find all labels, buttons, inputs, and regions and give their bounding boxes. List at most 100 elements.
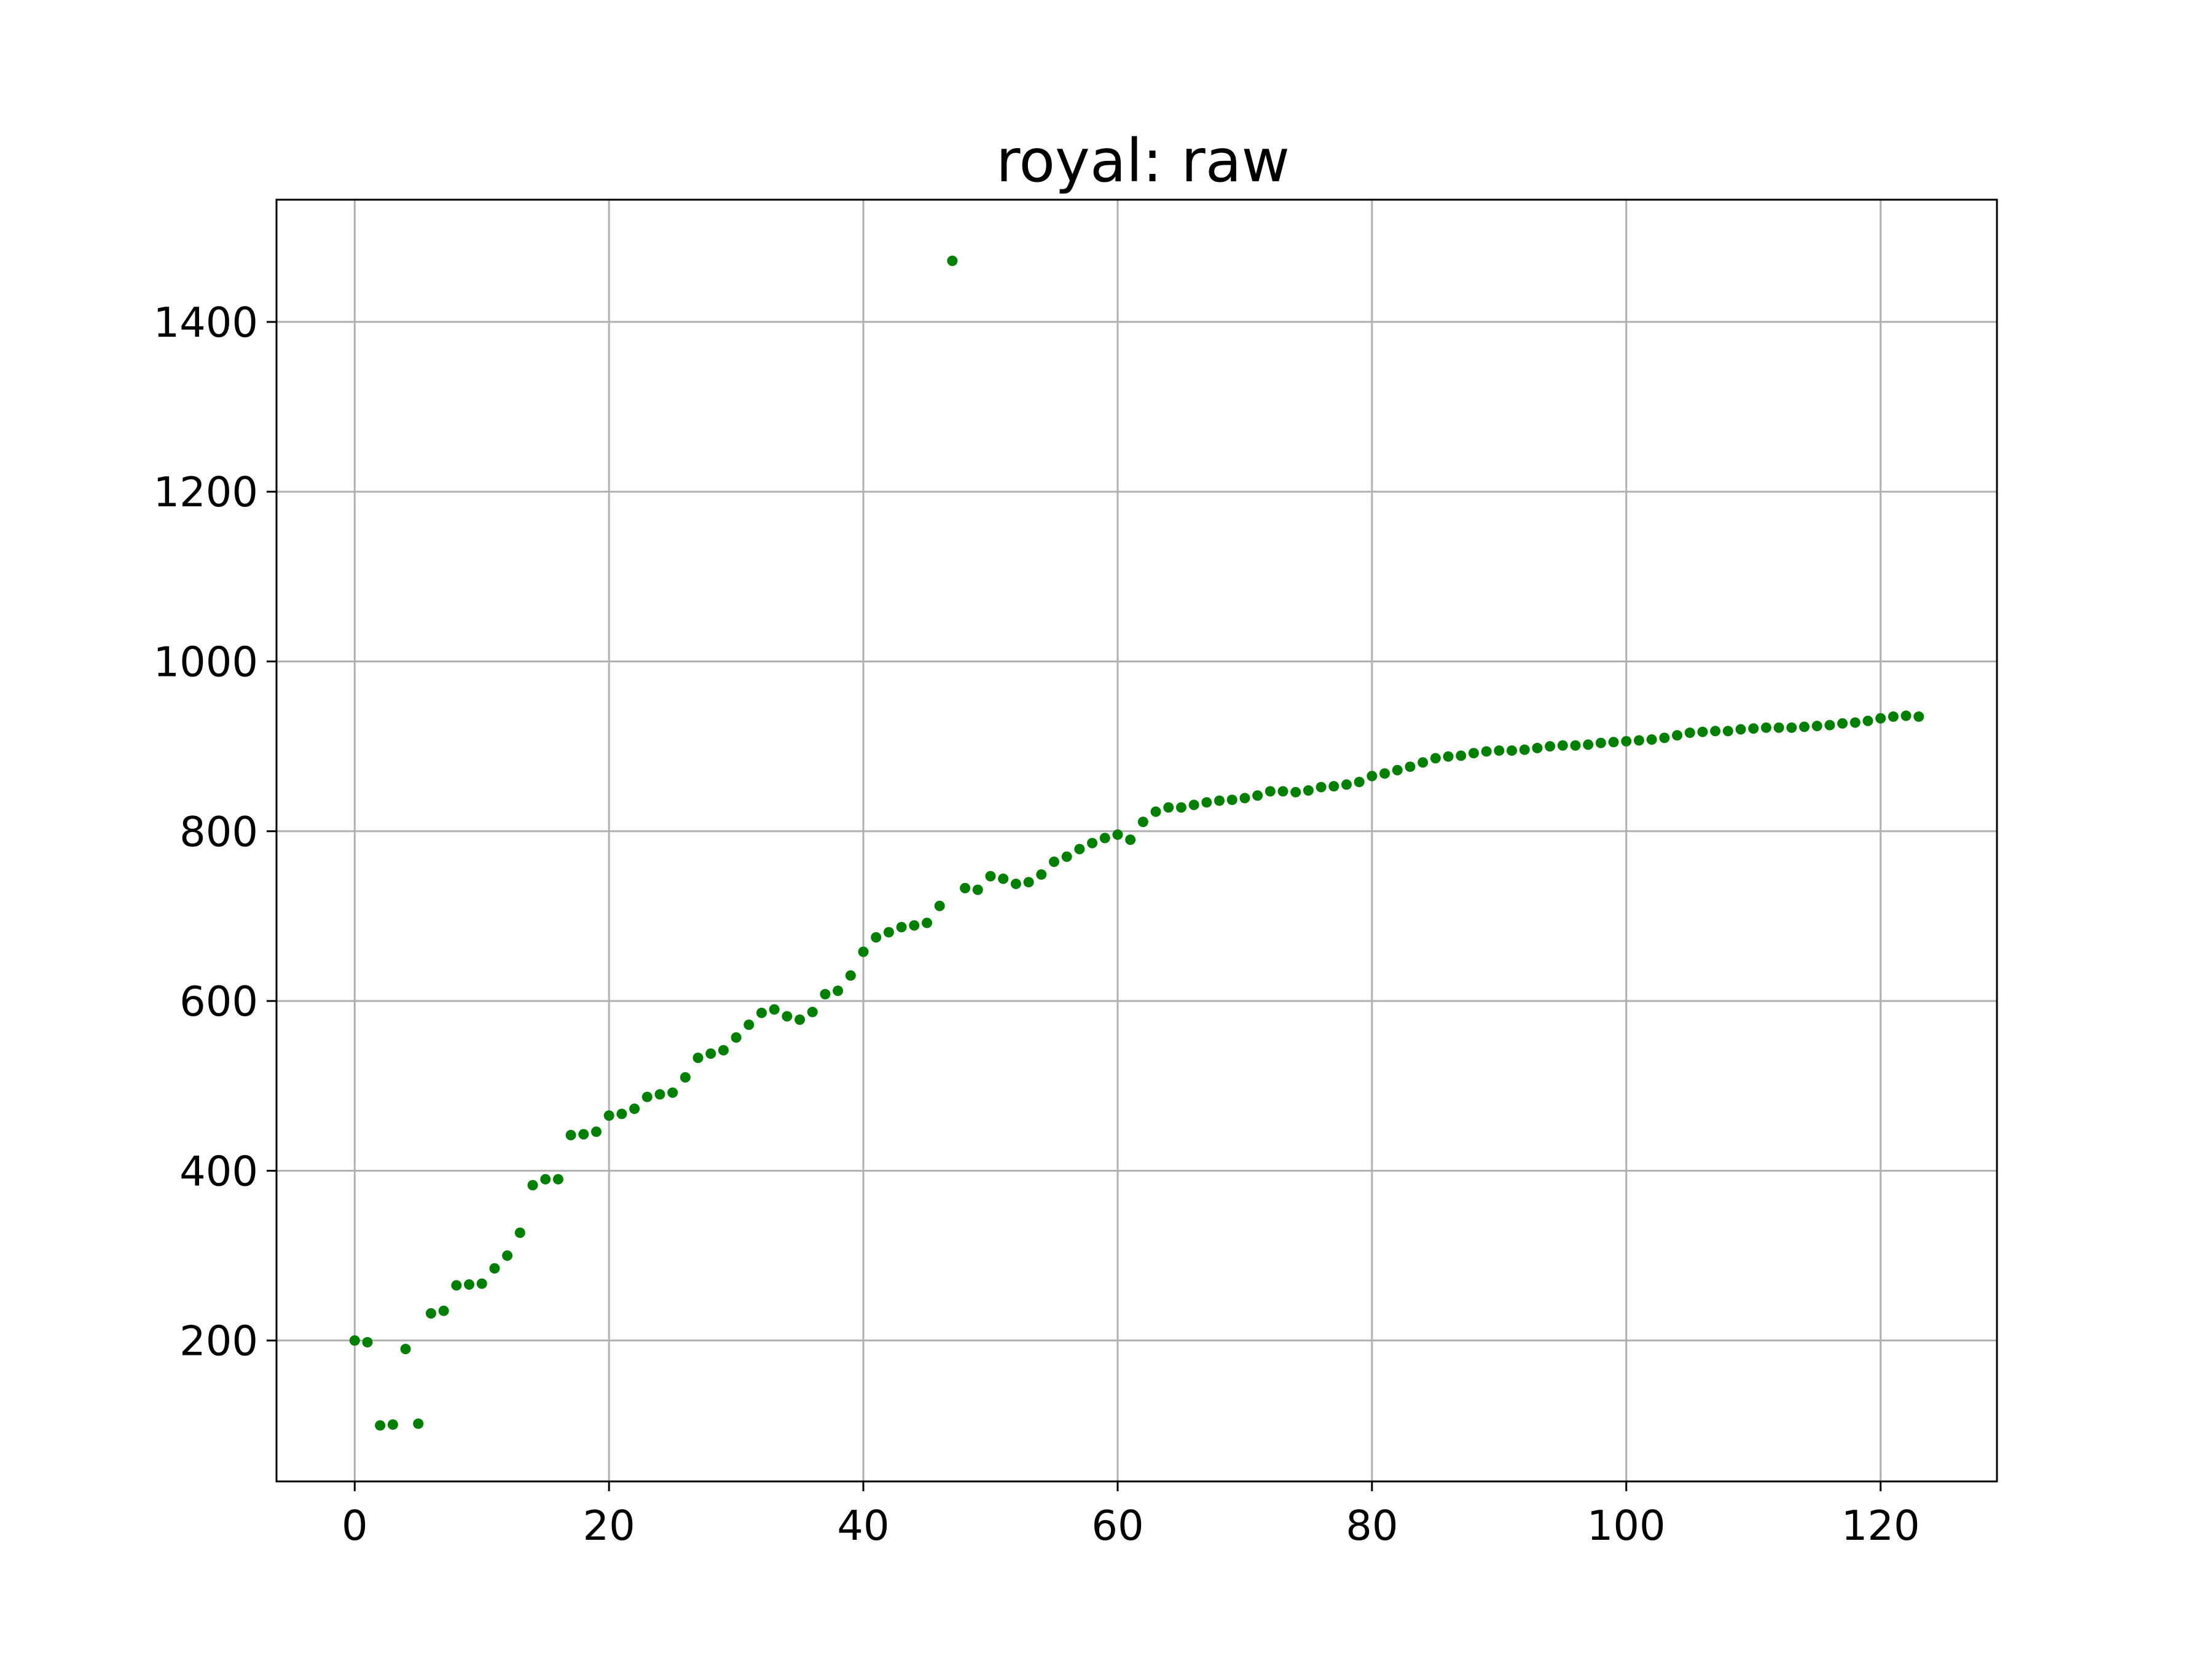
data-point <box>1900 710 1912 721</box>
data-point <box>1735 724 1746 735</box>
data-point <box>769 1004 780 1015</box>
data-point <box>629 1104 640 1115</box>
data-point <box>1557 740 1568 751</box>
data-point <box>413 1418 424 1429</box>
x-tick-label: 60 <box>1091 1502 1143 1550</box>
data-point <box>1087 837 1098 849</box>
data-point <box>1367 771 1378 782</box>
y-tick-label: 1400 <box>153 299 258 347</box>
data-point <box>1010 878 1021 889</box>
data-point <box>1595 737 1606 748</box>
data-point <box>540 1174 551 1185</box>
data-point <box>1328 781 1339 792</box>
data-point <box>1494 745 1505 756</box>
data-point <box>985 871 996 882</box>
data-point <box>1710 726 1721 737</box>
data-point <box>451 1280 462 1291</box>
data-point <box>565 1129 576 1140</box>
data-point <box>362 1336 373 1347</box>
data-point <box>1837 718 1848 729</box>
data-points <box>349 255 1924 1431</box>
data-point <box>1316 782 1327 793</box>
data-point <box>731 1032 742 1043</box>
data-point <box>909 920 920 931</box>
data-point <box>464 1279 475 1290</box>
data-point <box>667 1087 678 1098</box>
data-point <box>1672 730 1683 741</box>
y-tick-label: 400 <box>179 1147 258 1195</box>
grid <box>276 200 1997 1481</box>
data-point <box>1913 711 1924 722</box>
data-point <box>1214 795 1225 806</box>
data-point <box>425 1308 436 1319</box>
data-point <box>1443 751 1454 762</box>
data-point <box>616 1108 627 1120</box>
data-point <box>1265 786 1276 797</box>
data-point <box>375 1420 386 1431</box>
data-point <box>1277 786 1288 797</box>
y-tick-label: 600 <box>179 978 258 1026</box>
data-point <box>1748 723 1759 734</box>
data-point <box>1773 722 1784 733</box>
data-point <box>1786 722 1797 733</box>
data-point <box>934 900 945 911</box>
data-point <box>1862 715 1873 726</box>
data-point <box>1150 806 1161 817</box>
data-point <box>502 1250 513 1261</box>
data-point <box>1456 750 1467 761</box>
data-point <box>1341 779 1352 790</box>
x-tick-label: 20 <box>583 1502 635 1550</box>
data-point <box>1646 734 1657 745</box>
data-point <box>1545 741 1556 752</box>
data-point <box>807 1006 818 1018</box>
data-point <box>1201 797 1212 808</box>
data-point <box>1226 794 1237 806</box>
data-point <box>489 1263 500 1274</box>
y-tick-label: 800 <box>179 808 258 856</box>
data-point <box>1684 728 1695 739</box>
data-point <box>1392 764 1403 775</box>
x-tick-label: 0 <box>342 1502 368 1550</box>
data-point <box>947 255 958 266</box>
data-point <box>438 1305 449 1316</box>
data-point <box>400 1343 411 1354</box>
x-tick-label: 100 <box>1587 1502 1666 1550</box>
data-point <box>654 1089 665 1100</box>
data-point <box>845 970 856 981</box>
data-point <box>756 1007 767 1018</box>
y-axis: 200 400 600 800 1000 1200 1400 <box>153 299 276 1365</box>
data-point <box>1506 745 1517 756</box>
data-point <box>514 1227 525 1238</box>
data-point <box>1048 857 1059 868</box>
data-point <box>1481 746 1492 757</box>
data-point <box>590 1126 602 1137</box>
data-point <box>1036 869 1047 880</box>
x-tick-label: 120 <box>1841 1502 1920 1550</box>
data-point <box>1798 721 1810 732</box>
data-point <box>1061 851 1072 862</box>
data-point <box>1621 735 1632 747</box>
chart-title: royal: raw <box>996 127 1290 195</box>
data-point <box>1175 802 1186 813</box>
data-point <box>387 1419 398 1430</box>
data-point <box>1023 877 1034 888</box>
data-point <box>1112 829 1123 840</box>
data-point <box>1290 786 1301 798</box>
data-point <box>1824 720 1835 731</box>
data-point <box>1633 735 1644 746</box>
data-point <box>972 884 983 895</box>
data-point <box>1125 834 1136 845</box>
data-point <box>692 1053 704 1064</box>
data-point <box>858 946 869 957</box>
data-point <box>1188 799 1199 810</box>
data-point <box>1608 737 1619 748</box>
data-point <box>1430 753 1441 764</box>
data-point <box>578 1129 589 1140</box>
data-point <box>871 931 882 943</box>
data-point <box>896 922 907 933</box>
y-tick-label: 1000 <box>153 638 258 686</box>
data-point <box>1163 802 1174 813</box>
data-point <box>1418 757 1429 768</box>
data-point <box>705 1048 716 1059</box>
